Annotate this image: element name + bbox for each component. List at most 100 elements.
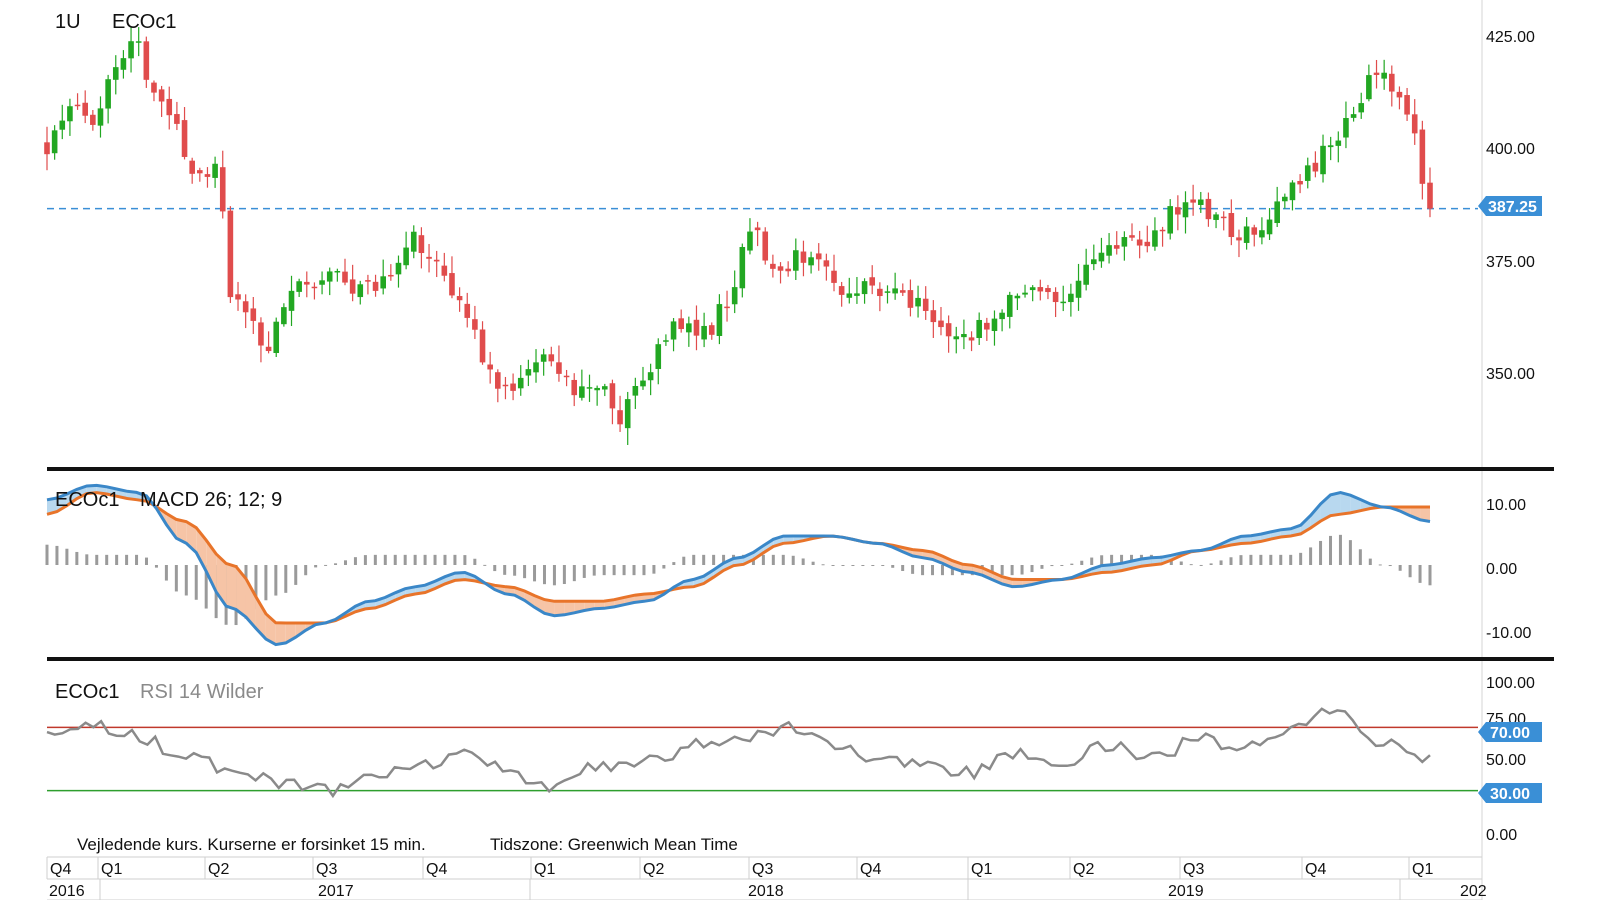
candle[interactable]: [922, 286, 929, 320]
candle[interactable]: [953, 326, 960, 354]
candle[interactable]: [533, 349, 539, 383]
candle[interactable]: [1304, 157, 1311, 189]
candle[interactable]: [540, 348, 547, 376]
candle[interactable]: [999, 309, 1005, 332]
candle[interactable]: [609, 379, 616, 425]
candle[interactable]: [1098, 237, 1105, 268]
candle[interactable]: [892, 272, 898, 300]
candle[interactable]: [815, 243, 822, 271]
candle[interactable]: [128, 26, 134, 73]
candle[interactable]: [1136, 230, 1143, 259]
candle[interactable]: [846, 277, 853, 304]
candle[interactable]: [838, 281, 845, 307]
candle[interactable]: [1320, 134, 1326, 183]
candle[interactable]: [517, 365, 524, 396]
candle[interactable]: [219, 150, 226, 219]
candle[interactable]: [372, 274, 379, 297]
candle[interactable]: [548, 346, 555, 367]
candle[interactable]: [326, 267, 333, 296]
candle[interactable]: [884, 285, 891, 304]
candle[interactable]: [395, 255, 402, 288]
candle[interactable]: [1144, 225, 1151, 253]
candle[interactable]: [90, 110, 96, 131]
candle[interactable]: [410, 225, 417, 259]
candle[interactable]: [380, 259, 386, 295]
candle[interactable]: [342, 258, 348, 286]
candle[interactable]: [44, 126, 50, 171]
candle[interactable]: [1381, 59, 1387, 90]
candle[interactable]: [197, 167, 203, 182]
candle[interactable]: [1259, 217, 1265, 245]
candle[interactable]: [640, 366, 646, 390]
candle[interactable]: [1006, 291, 1013, 329]
candle[interactable]: [938, 307, 944, 336]
candle[interactable]: [601, 383, 608, 397]
candle[interactable]: [579, 369, 585, 401]
candle[interactable]: [250, 297, 257, 335]
candle[interactable]: [135, 27, 142, 57]
candle[interactable]: [984, 317, 990, 341]
candle[interactable]: [495, 369, 501, 403]
candle[interactable]: [525, 359, 532, 387]
candle[interactable]: [617, 395, 623, 432]
candle[interactable]: [181, 107, 188, 160]
candle[interactable]: [1358, 92, 1365, 119]
candle[interactable]: [82, 90, 89, 124]
candle[interactable]: [143, 36, 150, 88]
candle[interactable]: [1388, 65, 1395, 107]
candle[interactable]: [945, 315, 952, 353]
candle[interactable]: [1159, 226, 1166, 247]
candle[interactable]: [678, 309, 684, 333]
candle[interactable]: [877, 282, 883, 312]
candle[interactable]: [1052, 287, 1059, 318]
candle[interactable]: [227, 206, 234, 303]
candle[interactable]: [793, 238, 799, 280]
candle[interactable]: [456, 287, 463, 312]
candle[interactable]: [265, 331, 272, 354]
candle[interactable]: [212, 156, 218, 188]
candle[interactable]: [823, 253, 830, 281]
candle[interactable]: [899, 283, 906, 296]
candle[interactable]: [242, 294, 249, 329]
candle[interactable]: [510, 373, 516, 401]
candle[interactable]: [74, 93, 81, 110]
candle[interactable]: [1075, 263, 1082, 311]
candle[interactable]: [1427, 167, 1433, 218]
candle[interactable]: [258, 317, 264, 363]
candle[interactable]: [586, 374, 593, 402]
candle[interactable]: [854, 276, 860, 304]
candle[interactable]: [67, 98, 73, 136]
candle[interactable]: [449, 256, 455, 299]
candle[interactable]: [693, 305, 700, 351]
candle[interactable]: [1343, 101, 1349, 149]
candle[interactable]: [479, 321, 486, 365]
candle[interactable]: [1289, 180, 1296, 211]
candle[interactable]: [991, 310, 998, 346]
candle[interactable]: [174, 101, 180, 131]
candle[interactable]: [808, 251, 814, 274]
candle[interactable]: [472, 305, 478, 340]
candle[interactable]: [189, 157, 195, 184]
candle[interactable]: [655, 338, 662, 385]
panel-divider-2[interactable]: [47, 657, 1554, 661]
candle[interactable]: [861, 278, 868, 304]
candle[interactable]: [708, 322, 715, 340]
candle[interactable]: [1129, 223, 1135, 241]
candle[interactable]: [1152, 217, 1158, 251]
candle[interactable]: [1113, 231, 1120, 255]
candle[interactable]: [594, 385, 600, 406]
candle[interactable]: [754, 221, 761, 247]
candle[interactable]: [968, 331, 975, 352]
candle[interactable]: [647, 363, 654, 396]
candle[interactable]: [388, 264, 394, 281]
candle[interactable]: [961, 319, 967, 350]
candle[interactable]: [418, 227, 425, 269]
candle[interactable]: [1037, 279, 1044, 301]
candle[interactable]: [571, 373, 578, 407]
candle[interactable]: [739, 243, 746, 298]
candle[interactable]: [1197, 191, 1204, 213]
candle[interactable]: [296, 278, 302, 298]
candle[interactable]: [930, 300, 937, 338]
candle[interactable]: [288, 275, 295, 327]
candle[interactable]: [311, 282, 318, 300]
